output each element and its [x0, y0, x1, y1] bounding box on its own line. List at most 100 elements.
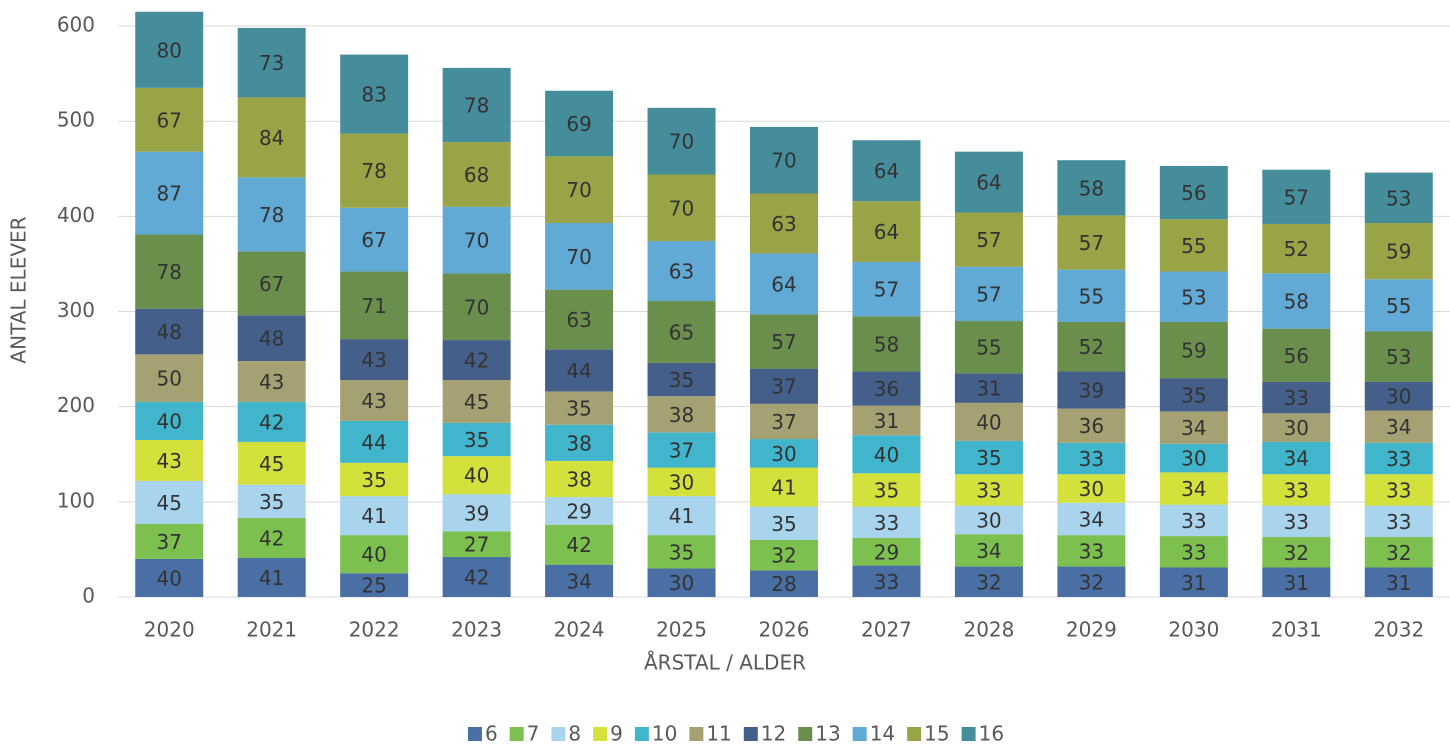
bar-segment	[340, 535, 409, 574]
legend-label: 7	[527, 722, 540, 745]
bar-segment	[135, 11, 204, 88]
data-label: 35	[259, 490, 284, 514]
data-label: 64	[874, 220, 899, 244]
data-label: 78	[361, 159, 386, 183]
bar-segment	[545, 391, 614, 425]
bar-segment	[1159, 504, 1228, 537]
data-label: 35	[976, 446, 1001, 470]
data-label: 50	[157, 367, 182, 391]
bar-segment	[1364, 279, 1433, 332]
legend-swatch	[743, 727, 758, 741]
data-label: 56	[1181, 181, 1206, 205]
bar-segment	[1364, 331, 1433, 382]
data-label: 40	[464, 464, 489, 488]
bar-segment	[1159, 165, 1228, 220]
bar-segment	[135, 151, 204, 235]
bar-segment	[647, 396, 716, 433]
bar-segment	[442, 456, 511, 495]
data-label: 42	[566, 533, 591, 557]
data-label: 35	[874, 478, 899, 502]
bar-segment	[1057, 442, 1126, 475]
x-tick-label: 2026	[759, 618, 810, 642]
bar-segment	[750, 253, 818, 315]
bar-segment	[1159, 321, 1228, 379]
bar-segment	[1159, 472, 1228, 505]
bar-segment	[1364, 442, 1433, 475]
data-label: 42	[464, 566, 489, 590]
data-label: 40	[874, 443, 899, 467]
data-label: 34	[976, 539, 1001, 563]
data-label: 70	[669, 196, 694, 220]
bar-segment	[647, 241, 716, 302]
data-label: 44	[361, 430, 386, 454]
data-label: 30	[669, 470, 694, 494]
bar-segment	[135, 523, 204, 559]
legend-label: 11	[706, 722, 731, 745]
bar-segment	[545, 349, 614, 392]
data-label: 30	[1284, 416, 1309, 440]
bar-segment	[750, 439, 818, 468]
bar-segment	[340, 207, 409, 272]
bar-segment	[237, 518, 306, 558]
bar-segment	[1057, 474, 1126, 503]
x-axis-title: ÅRSTAL / ALDER	[644, 651, 806, 675]
data-label: 70	[464, 229, 489, 253]
data-label: 40	[157, 566, 182, 590]
bar-segment	[954, 534, 1023, 567]
bar-segment	[135, 354, 204, 402]
data-label: 30	[1079, 477, 1104, 501]
legend-label: 14	[870, 722, 895, 745]
bar-segment	[954, 266, 1023, 322]
data-label: 67	[259, 272, 284, 296]
bar-segment	[1159, 378, 1228, 412]
data-label: 33	[1284, 386, 1309, 410]
bar-segment	[545, 524, 614, 565]
bar-segment	[442, 422, 511, 457]
bar-segment	[135, 234, 204, 309]
data-label: 41	[361, 504, 386, 528]
data-label: 78	[157, 260, 182, 284]
data-label: 33	[1386, 447, 1411, 471]
data-label: 64	[771, 272, 796, 296]
bar-segment	[237, 177, 306, 252]
bar-segment	[1262, 381, 1331, 414]
data-label: 31	[976, 377, 1001, 401]
data-label: 70	[771, 149, 796, 173]
legend-label: 8	[568, 722, 581, 745]
bar-segment	[442, 494, 511, 532]
bar-segment	[1057, 408, 1126, 443]
bar-segment	[545, 156, 614, 224]
bar-segment	[852, 473, 921, 507]
data-label: 58	[1284, 290, 1309, 314]
data-label: 78	[464, 94, 489, 118]
bar-segment	[1364, 223, 1433, 280]
data-label: 63	[669, 260, 694, 284]
bar-segment	[852, 538, 921, 566]
bar-segment	[852, 316, 921, 372]
bar-segment	[852, 435, 921, 474]
bar-segment	[852, 140, 921, 202]
data-label: 33	[1284, 510, 1309, 534]
y-tick-label: 600	[57, 13, 95, 37]
bar-segment	[545, 289, 614, 350]
legend-swatch	[798, 727, 813, 741]
data-label: 25	[361, 574, 386, 598]
data-label: 40	[976, 410, 1001, 434]
bar-segment	[1364, 537, 1433, 568]
bar-segment	[237, 315, 306, 361]
data-label: 27	[464, 533, 489, 557]
legend-swatch	[551, 727, 566, 741]
bar-segment	[135, 480, 204, 524]
data-label: 58	[874, 332, 899, 356]
bar-segment	[750, 193, 818, 254]
bar-segment	[750, 539, 818, 571]
data-label: 87	[157, 182, 182, 206]
legend-label: 9	[610, 722, 623, 745]
data-label: 36	[874, 377, 899, 401]
data-label: 43	[259, 370, 284, 394]
legend-swatch	[689, 727, 704, 741]
data-label: 56	[1284, 344, 1309, 368]
bar-segment	[340, 339, 409, 381]
bar-segment	[135, 308, 204, 355]
x-tick-label: 2020	[144, 618, 195, 642]
